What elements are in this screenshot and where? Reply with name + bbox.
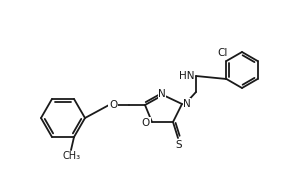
Text: O: O [109, 100, 117, 110]
Text: HN: HN [179, 71, 195, 81]
Text: N: N [183, 99, 191, 109]
Text: N: N [158, 89, 166, 99]
Text: Cl: Cl [217, 48, 228, 58]
Text: CH₃: CH₃ [63, 151, 81, 161]
Text: O: O [142, 118, 150, 128]
Text: S: S [176, 140, 182, 150]
